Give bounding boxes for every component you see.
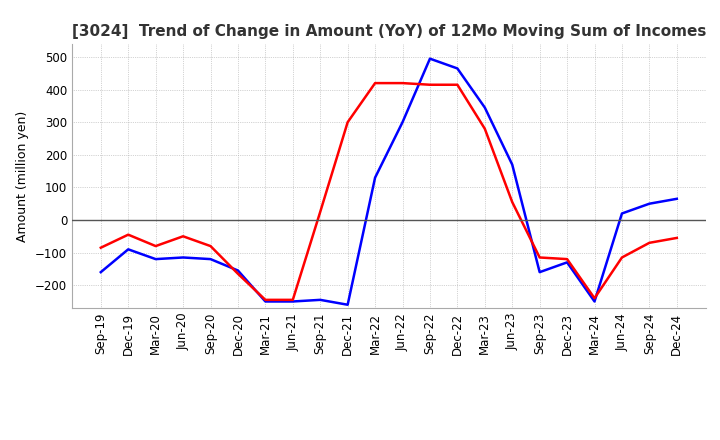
Net Income xyxy=(96,245,105,250)
Line: Net Income: Net Income xyxy=(101,83,677,300)
Ordinary Income xyxy=(233,268,242,273)
Net Income xyxy=(289,297,297,302)
Ordinary Income xyxy=(398,120,407,125)
Net Income xyxy=(124,232,132,237)
Net Income xyxy=(618,255,626,260)
Net Income xyxy=(371,81,379,86)
Net Income xyxy=(508,199,516,205)
Ordinary Income xyxy=(124,247,132,252)
Net Income xyxy=(316,209,325,214)
Net Income xyxy=(151,243,160,249)
Ordinary Income xyxy=(645,201,654,206)
Net Income xyxy=(672,235,681,241)
Ordinary Income xyxy=(672,196,681,202)
Net Income xyxy=(590,296,599,301)
Net Income xyxy=(261,297,270,302)
Net Income xyxy=(536,255,544,260)
Net Income xyxy=(233,271,242,276)
Ordinary Income xyxy=(343,302,352,308)
Ordinary Income xyxy=(316,297,325,302)
Net Income xyxy=(179,234,187,239)
Ordinary Income xyxy=(453,66,462,71)
Net Income xyxy=(453,82,462,88)
Ordinary Income xyxy=(289,299,297,304)
Net Income xyxy=(563,257,572,262)
Y-axis label: Amount (million yen): Amount (million yen) xyxy=(17,110,30,242)
Net Income xyxy=(645,240,654,246)
Net Income xyxy=(206,243,215,249)
Ordinary Income xyxy=(371,175,379,180)
Ordinary Income xyxy=(261,299,270,304)
Net Income xyxy=(343,120,352,125)
Line: Ordinary Income: Ordinary Income xyxy=(101,59,677,305)
Ordinary Income xyxy=(179,255,187,260)
Ordinary Income xyxy=(426,56,434,61)
Ordinary Income xyxy=(206,257,215,262)
Title: [3024]  Trend of Change in Amount (YoY) of 12Mo Moving Sum of Incomes: [3024] Trend of Change in Amount (YoY) o… xyxy=(71,24,706,39)
Ordinary Income xyxy=(480,105,489,110)
Net Income xyxy=(426,82,434,88)
Ordinary Income xyxy=(151,257,160,262)
Net Income xyxy=(398,81,407,86)
Ordinary Income xyxy=(618,211,626,216)
Ordinary Income xyxy=(563,260,572,265)
Net Income xyxy=(480,126,489,132)
Ordinary Income xyxy=(536,270,544,275)
Ordinary Income xyxy=(96,270,105,275)
Ordinary Income xyxy=(508,162,516,167)
Ordinary Income xyxy=(590,299,599,304)
